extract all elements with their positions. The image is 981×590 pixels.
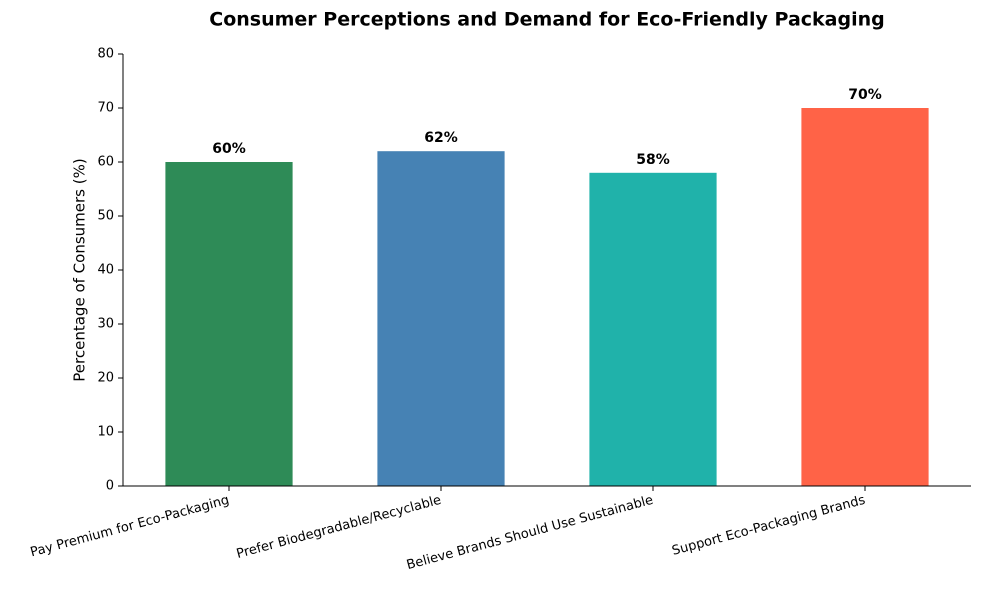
x-tick-label: Support Eco-Packaging Brands	[670, 493, 867, 559]
y-tick-label: 80	[97, 47, 114, 62]
x-tick-label: Believe Brands Should Use Sustainable	[405, 493, 655, 573]
value-label: 70%	[848, 87, 882, 103]
y-tick-label: 70	[97, 101, 114, 116]
x-tick-label: Prefer Biodegradable/Recyclable	[235, 493, 443, 562]
value-label: 60%	[212, 141, 246, 157]
x-tick-label: Pay Premium for Eco-Packaging	[29, 493, 231, 561]
y-tick-label: 50	[97, 209, 114, 224]
chart-title: Consumer Perceptions and Demand for Eco-…	[209, 9, 885, 31]
bar	[589, 172, 717, 487]
bar	[165, 162, 293, 486]
bar	[801, 108, 929, 486]
y-tick-label: 30	[97, 317, 114, 332]
y-tick-label: 20	[97, 371, 114, 386]
y-axis-label: Percentage of Consumers (%)	[71, 158, 89, 381]
y-tick-label: 0	[106, 479, 114, 494]
bar	[377, 151, 505, 486]
y-tick-label: 10	[97, 425, 114, 440]
value-label: 58%	[636, 152, 670, 168]
y-tick-label: 40	[97, 263, 114, 278]
y-tick-label: 60	[97, 155, 114, 170]
value-label: 62%	[424, 130, 458, 146]
